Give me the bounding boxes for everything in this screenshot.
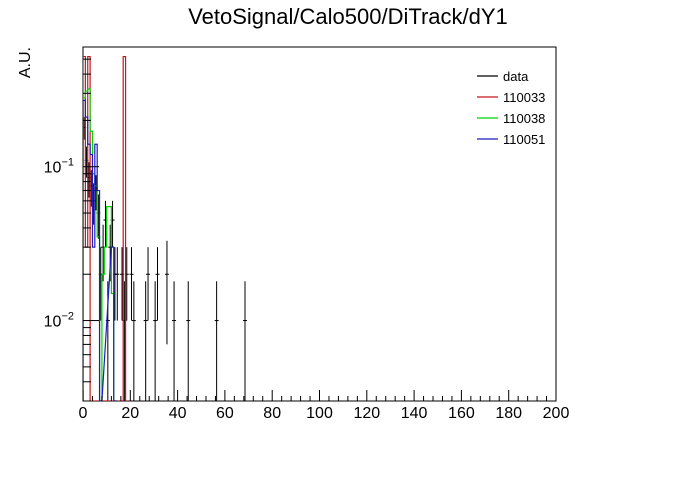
x-tick-label: 180 xyxy=(495,405,522,422)
series-110033-histogram xyxy=(83,55,129,401)
x-tick-label: 160 xyxy=(448,405,475,422)
x-tick-label: 80 xyxy=(263,405,281,422)
x-tick-label: 120 xyxy=(353,405,380,422)
x-tick-label: 140 xyxy=(401,405,428,422)
y-tick-label: 10−2 xyxy=(44,311,74,331)
legend-label-110038: 110038 xyxy=(503,111,545,126)
data-layer xyxy=(83,55,248,401)
x-tick-label: 100 xyxy=(306,405,333,422)
plot-area: 0 20 40 60 80 100 120 140 160 180 200 10−2 10−1 xyxy=(44,46,570,422)
y-axis-label: A.U. xyxy=(17,47,34,78)
x-tick-label: 20 xyxy=(121,405,139,422)
legend-label-data: data xyxy=(503,69,529,84)
y-tick-label: 10−1 xyxy=(44,157,74,177)
chart-title: VetoSignal/Calo500/DiTrack/dY1 xyxy=(188,4,508,29)
x-tick-label: 0 xyxy=(79,405,88,422)
x-tick-label: 60 xyxy=(216,405,234,422)
series-110051-histogram xyxy=(83,99,117,401)
x-tick-label: 40 xyxy=(169,405,187,422)
legend: data 110033 110038 110051 xyxy=(477,69,545,147)
legend-label-110051: 110051 xyxy=(503,132,545,147)
x-tick-label: 200 xyxy=(543,405,570,422)
legend-label-110033: 110033 xyxy=(503,90,545,105)
